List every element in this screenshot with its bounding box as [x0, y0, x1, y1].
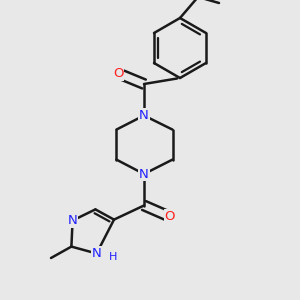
Text: O: O [113, 67, 124, 80]
Text: H: H [109, 252, 117, 262]
Text: N: N [68, 214, 77, 227]
Text: N: N [139, 167, 149, 181]
Text: O: O [164, 210, 175, 223]
Text: N: N [139, 109, 149, 122]
Text: N: N [92, 247, 101, 260]
